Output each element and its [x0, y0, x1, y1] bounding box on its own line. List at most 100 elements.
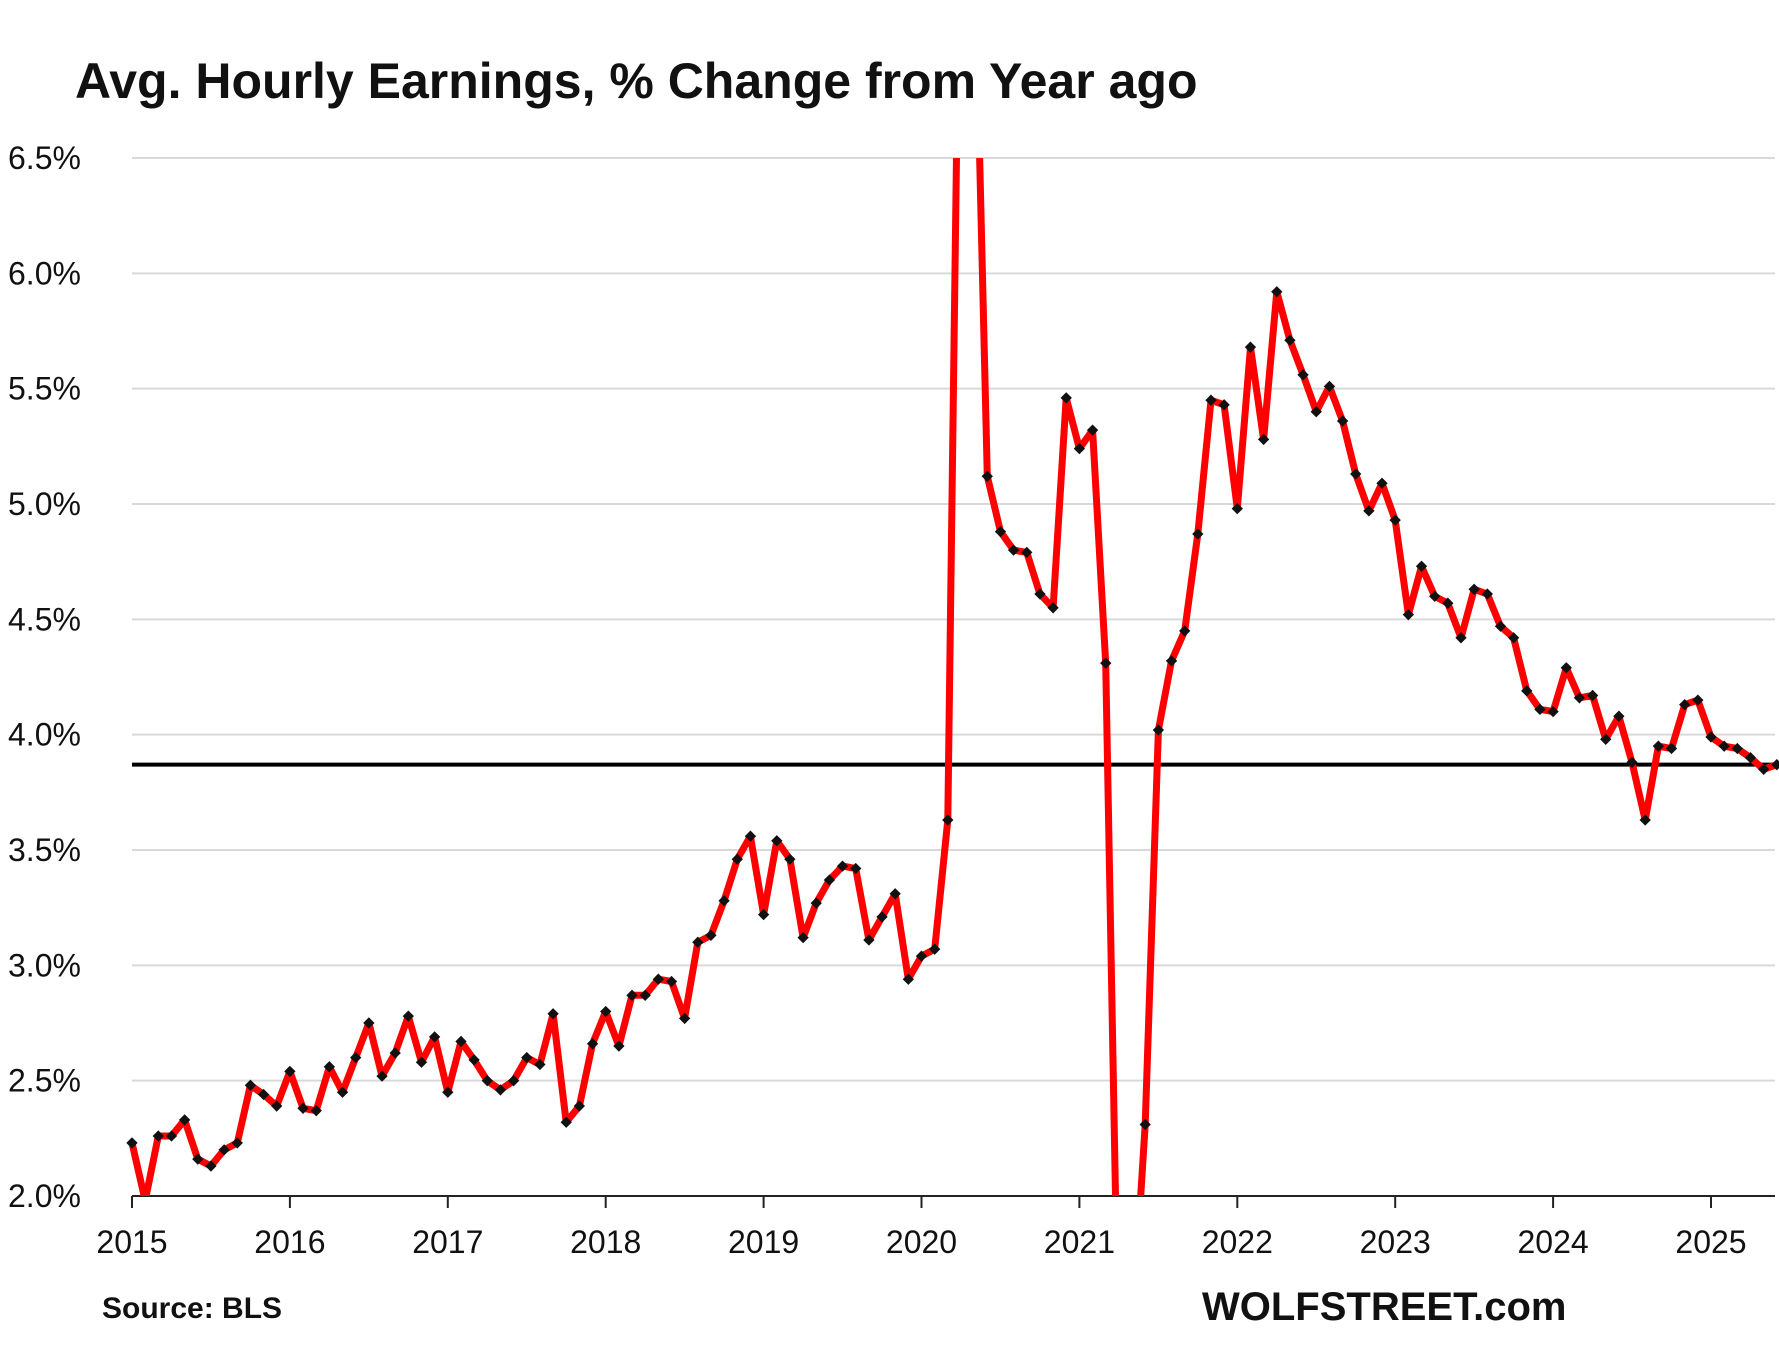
data-point-marker: [1152, 724, 1165, 736]
data-point-marker: [626, 989, 638, 1001]
data-point-marker: [1626, 756, 1638, 769]
data-point-marker: [363, 1017, 375, 1029]
data-point-marker: [1455, 632, 1467, 644]
data-point-marker: [863, 934, 875, 946]
y-tick-label: 6.0%: [8, 255, 81, 291]
y-tick-label: 4.0%: [8, 717, 81, 753]
data-point-marker: [1165, 655, 1178, 667]
data-point-marker: [297, 1102, 309, 1114]
data-point-marker: [1034, 588, 1046, 600]
data-point-marker: [889, 888, 901, 900]
brand-watermark: WOLFSTREET.com: [1202, 1285, 1566, 1329]
data-point-marker: [994, 525, 1007, 538]
x-tick-label: 2025: [1675, 1224, 1746, 1260]
data-point-marker: [652, 973, 664, 985]
data-point-marker: [428, 1031, 441, 1043]
x-tick-label: 2016: [254, 1224, 325, 1260]
data-point-marker: [402, 1010, 414, 1022]
data-point-marker: [1376, 477, 1388, 489]
data-point-marker: [192, 1153, 204, 1165]
y-tick-label: 3.5%: [8, 832, 81, 868]
data-point-marker: [1415, 560, 1428, 572]
data-point-marker: [1139, 1118, 1151, 1131]
data-point-marker: [1573, 692, 1586, 704]
series-group: [126, 158, 1779, 1196]
data-point-marker: [547, 1008, 559, 1020]
data-point-marker: [797, 931, 809, 944]
data-point-marker: [1744, 752, 1757, 764]
data-point-marker: [1402, 609, 1415, 621]
data-point-marker: [1600, 733, 1612, 745]
data-point-marker: [823, 874, 836, 886]
data-point-marker: [981, 470, 993, 482]
data-point-marker: [1218, 399, 1230, 411]
data-point-marker: [902, 973, 915, 985]
data-point-marker: [1534, 703, 1546, 715]
data-point-marker: [613, 1040, 625, 1052]
data-point-marker: [521, 1051, 533, 1064]
data-point-marker: [784, 853, 796, 865]
data-point-marker: [442, 1086, 454, 1098]
data-point-marker: [1705, 731, 1717, 743]
y-tick-label: 5.0%: [8, 486, 81, 522]
data-point-marker: [1468, 583, 1480, 595]
data-point-marker: [744, 830, 757, 842]
data-point-marker: [1481, 588, 1493, 600]
data-point-marker: [771, 835, 783, 847]
data-point-marker: [1665, 742, 1678, 755]
x-axis-tick-labels: 2015 2016 2017 2018 2019 2020 2021 2022 2023 2024…: [96, 1224, 1746, 1260]
data-point-marker: [1731, 742, 1743, 755]
data-point-marker: [310, 1105, 322, 1117]
data-point-marker: [1771, 759, 1779, 771]
data-point-marker: [1547, 705, 1559, 718]
data-point-marker: [1429, 590, 1441, 602]
data-point-marker: [1284, 334, 1296, 346]
x-axis: [131, 1195, 1775, 1208]
data-point-marker: [1494, 620, 1507, 632]
series-line: [128, 158, 1778, 1196]
y-tick-label: 2.5%: [8, 1063, 81, 1099]
data-point-marker: [389, 1047, 401, 1059]
data-point-marker: [1257, 433, 1270, 446]
x-tick-label: 2021: [1044, 1224, 1115, 1260]
x-tick-label: 2024: [1518, 1224, 1589, 1260]
data-point-marker: [850, 862, 862, 875]
data-point-marker: [1586, 689, 1599, 702]
x-tick-label: 2017: [412, 1224, 483, 1260]
data-point-marker: [1389, 514, 1401, 526]
chart-title: Avg. Hourly Earnings, % Change from Year…: [75, 53, 1198, 109]
data-point-marker: [573, 1100, 586, 1112]
data-point-marker: [705, 929, 717, 941]
data-point-marker: [1442, 597, 1454, 609]
data-point-marker: [1297, 369, 1309, 381]
data-point-marker: [257, 1088, 270, 1101]
data-point-marker: [323, 1061, 336, 1073]
source-note: Source: BLS: [102, 1292, 282, 1325]
data-point-marker: [1231, 502, 1243, 515]
data-point-marker: [876, 911, 888, 923]
data-point-marker: [231, 1137, 243, 1149]
data-point-marker: [942, 814, 954, 826]
data-point-marker: [1007, 544, 1020, 556]
data-point-marker: [1100, 657, 1112, 669]
y-tick-label: 3.0%: [8, 947, 81, 983]
data-point-marker: [692, 936, 704, 948]
y-tick-label: 6.5%: [8, 140, 81, 176]
data-point-marker: [639, 989, 651, 1001]
data-point-marker: [836, 860, 849, 872]
data-point-marker: [1179, 625, 1191, 637]
y-tick-label: 2.0%: [8, 1178, 81, 1214]
x-tick-label: 2020: [886, 1224, 957, 1260]
x-tick-label: 2018: [570, 1224, 641, 1260]
x-tick-label: 2023: [1360, 1224, 1431, 1260]
x-tick-label: 2015: [96, 1224, 167, 1260]
x-tick-label: 2022: [1202, 1224, 1273, 1260]
data-point-marker: [757, 908, 770, 921]
data-point-marker: [915, 950, 928, 962]
data-point-marker: [929, 943, 941, 955]
y-tick-label: 5.5%: [8, 371, 81, 407]
data-point-marker: [810, 897, 822, 909]
data-point-marker: [665, 975, 678, 988]
data-point-marker: [586, 1038, 599, 1050]
